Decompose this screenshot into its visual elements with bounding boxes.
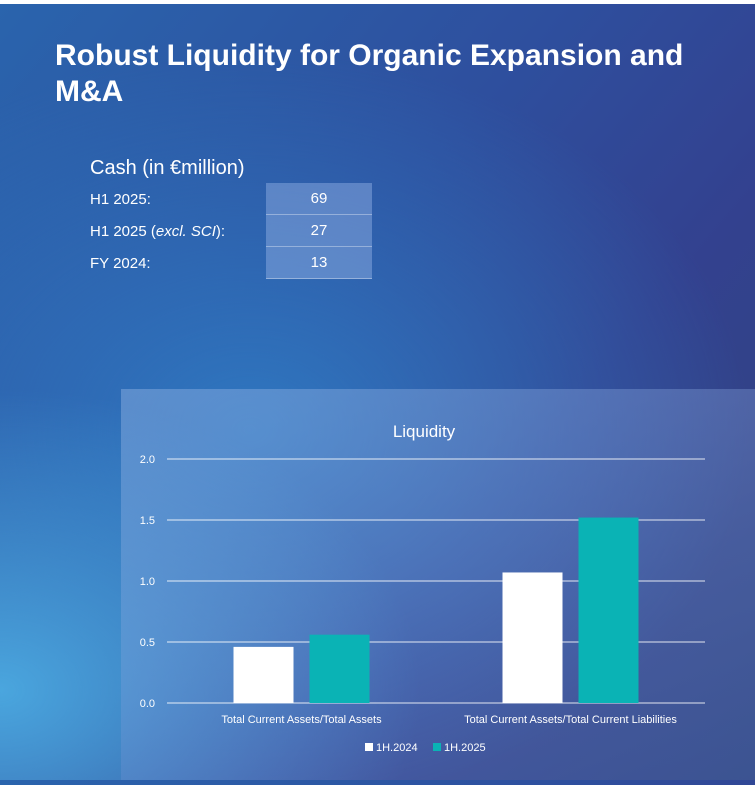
slide-title: Robust Liquidity for Organic Expansion a… [55, 39, 684, 108]
bar-1h-2024-1 [502, 572, 563, 703]
bar-1h-2024-0 [233, 646, 294, 703]
cash-row-label: FY 2024: [90, 255, 151, 272]
x-category-label: Total Current Assets/Total Current Liabi… [464, 714, 677, 726]
chart-y-axis: 0.0 0.5 1.0 1.5 2.0 [140, 454, 155, 710]
cash-row-value: 13 [266, 247, 372, 279]
cash-row-value: 27 [266, 215, 372, 247]
y-tick-label: 0.5 [140, 637, 155, 649]
legend-swatch [433, 743, 441, 751]
chart-x-axis: Total Current Assets/Total Assets Total C… [221, 714, 677, 726]
bar-1h-2025-0 [309, 634, 370, 703]
cash-row-label: H1 2025 (excl. SCI): [90, 223, 226, 240]
cash-row-label: H1 2025: [90, 191, 151, 208]
cash-row-h1-2025-excl-sci: H1 2025 (excl. SCI): 27 [90, 215, 372, 247]
chart-bars [233, 517, 639, 703]
liquidity-chart: Liquidity 0.0 0.5 1.0 1.5 2.0 Total Current … [140, 422, 705, 754]
top-accent-line [0, 0, 755, 4]
legend-swatch [365, 743, 373, 751]
chart-title: Liquidity [393, 422, 456, 441]
chart-legend: 1H.2024 1H.2025 [365, 742, 486, 754]
y-tick-label: 1.5 [140, 515, 155, 527]
y-tick-label: 2.0 [140, 454, 155, 466]
cash-row-h1-2025: H1 2025: 69 [90, 183, 372, 215]
y-tick-label: 1.0 [140, 576, 155, 588]
bar-1h-2025-1 [578, 517, 639, 703]
x-category-label: Total Current Assets/Total Assets [221, 714, 382, 726]
cash-row-fy-2024: FY 2024: 13 [90, 247, 372, 279]
liquidity-chart-panel: Liquidity 0.0 0.5 1.0 1.5 2.0 Total Current … [121, 389, 755, 780]
cash-heading: Cash (in €million) [90, 157, 245, 179]
legend-label: 1H.2024 [376, 742, 418, 754]
cash-row-value: 69 [266, 183, 372, 215]
y-tick-label: 0.0 [140, 698, 155, 710]
legend-label: 1H.2025 [444, 742, 486, 754]
